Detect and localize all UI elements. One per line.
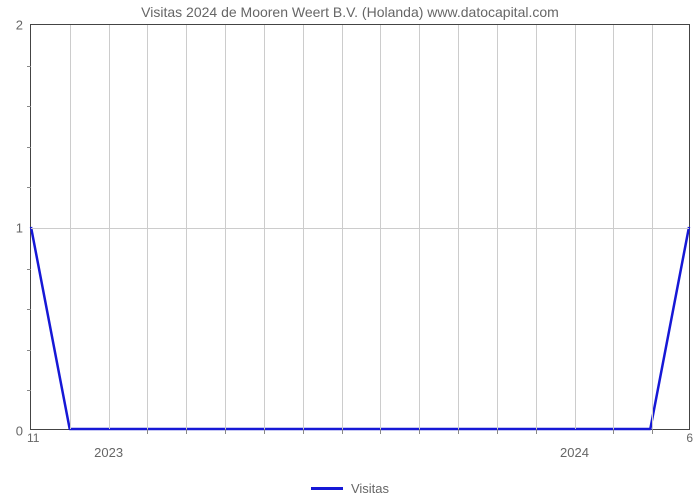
x-minor-tick	[536, 429, 537, 434]
x-end-label: 6	[686, 429, 693, 445]
gridline-vertical	[225, 25, 226, 429]
gridline-horizontal	[31, 228, 689, 229]
x-minor-tick	[652, 429, 653, 434]
gridline-vertical	[613, 25, 614, 429]
gridline-vertical	[109, 25, 110, 429]
x-minor-tick	[497, 429, 498, 434]
y-minor-tick	[27, 187, 31, 188]
chart-title: Visitas 2024 de Mooren Weert B.V. (Holan…	[0, 4, 700, 20]
x-minor-tick	[225, 429, 226, 434]
gridline-vertical	[342, 25, 343, 429]
gridline-vertical	[497, 25, 498, 429]
x-tick-label: 2024	[560, 429, 589, 460]
gridline-vertical	[419, 25, 420, 429]
line-chart: Visitas 2024 de Mooren Weert B.V. (Holan…	[0, 0, 700, 500]
gridline-vertical	[70, 25, 71, 429]
y-minor-tick	[27, 390, 31, 391]
y-tick-label: 2	[16, 18, 31, 33]
x-minor-tick	[380, 429, 381, 434]
gridline-vertical	[380, 25, 381, 429]
gridline-vertical	[303, 25, 304, 429]
x-minor-tick	[342, 429, 343, 434]
x-minor-tick	[419, 429, 420, 434]
gridline-vertical	[264, 25, 265, 429]
x-tick-label: 2023	[94, 429, 123, 460]
x-minor-tick	[186, 429, 187, 434]
y-minor-tick	[27, 350, 31, 351]
legend: Visitas	[0, 481, 700, 496]
x-start-label: 11	[27, 429, 39, 445]
series-line	[31, 25, 689, 429]
y-minor-tick	[27, 147, 31, 148]
x-minor-tick	[458, 429, 459, 434]
x-minor-tick	[264, 429, 265, 434]
y-minor-tick	[27, 309, 31, 310]
x-minor-tick	[303, 429, 304, 434]
legend-label: Visitas	[351, 481, 389, 496]
y-minor-tick	[27, 66, 31, 67]
gridline-vertical	[575, 25, 576, 429]
gridline-vertical	[652, 25, 653, 429]
legend-swatch	[311, 487, 343, 490]
gridline-vertical	[458, 25, 459, 429]
x-minor-tick	[147, 429, 148, 434]
gridline-vertical	[147, 25, 148, 429]
y-tick-label: 1	[16, 221, 31, 236]
y-minor-tick	[27, 269, 31, 270]
gridline-vertical	[186, 25, 187, 429]
y-minor-tick	[27, 106, 31, 107]
gridline-vertical	[536, 25, 537, 429]
x-minor-tick	[613, 429, 614, 434]
plot-area: 01220232024116	[30, 24, 690, 430]
